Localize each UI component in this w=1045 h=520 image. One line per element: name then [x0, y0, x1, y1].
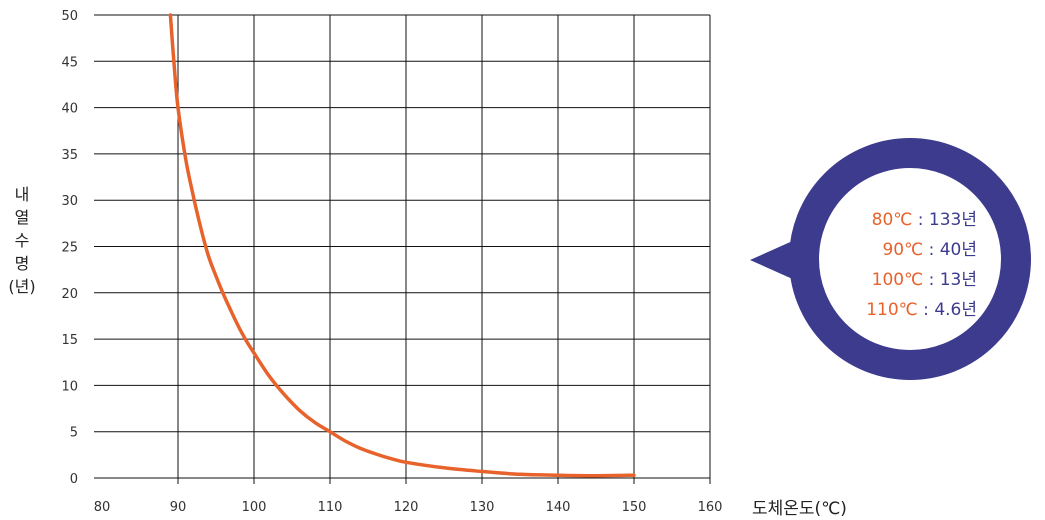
- y-axis-title-line: 내: [15, 185, 30, 204]
- callout-temp: 80℃: [872, 210, 913, 230]
- y-tick-label: 25: [61, 241, 78, 256]
- callout-value: 40년: [940, 240, 977, 260]
- x-tick-label: 150: [622, 500, 647, 515]
- y-tick-label: 10: [61, 379, 78, 394]
- callout-separator: :: [923, 270, 940, 290]
- y-axis-title-line: 명: [15, 254, 30, 273]
- x-tick-label: 90: [170, 500, 187, 515]
- x-tick-label: 100: [242, 500, 267, 515]
- callout-separator: :: [918, 300, 935, 320]
- y-tick-label: 5: [70, 426, 78, 441]
- y-tick-label: 45: [61, 55, 78, 70]
- x-tick-labels: 80 90 100 110 120 130 140 150 160: [94, 500, 723, 515]
- y-axis-title-line: (년): [8, 277, 35, 296]
- y-axis-title-line: 수: [15, 231, 30, 250]
- callout-line: 80℃ : 133년: [872, 210, 977, 230]
- callout-temp: 110℃: [866, 300, 918, 320]
- y-tick-label: 20: [61, 287, 78, 302]
- callout-text: 80℃ : 133년 90℃ : 40년 100℃ : 13년 110℃ : 4.6년: [866, 210, 977, 320]
- callout-temp: 100℃: [872, 270, 924, 290]
- y-tick-label: 15: [61, 333, 78, 348]
- callout-temp: 90℃: [882, 240, 923, 260]
- callout-line: 90℃ : 40년: [882, 240, 977, 260]
- x-tick-label: 80: [94, 500, 111, 515]
- y-axis-title-line: 열: [15, 208, 30, 227]
- y-tick-label: 30: [61, 194, 78, 209]
- callout-value: 4.6년: [934, 300, 977, 320]
- callout-value: 13년: [940, 270, 977, 290]
- x-tick-label: 110: [318, 500, 343, 515]
- x-tick-label: 140: [546, 500, 571, 515]
- x-tick-label: 120: [394, 500, 419, 515]
- y-tick-labels: 0 5 10 15 20 25 30 35 40 45 50: [61, 9, 78, 487]
- callout-ring: [789, 138, 1031, 380]
- y-tick-label: 35: [61, 148, 78, 163]
- callout-line: 110℃ : 4.6년: [866, 300, 977, 320]
- life-curve-line: [168, 13, 636, 478]
- y-tick-label: 0: [70, 472, 78, 487]
- x-tick-label: 130: [470, 500, 495, 515]
- x-tick-label: 160: [698, 500, 723, 515]
- y-tick-label: 50: [61, 9, 78, 24]
- grid: [94, 14, 711, 484]
- callout-bubble: 80℃ : 133년 90℃ : 40년 100℃ : 13년 110℃ : 4.6년: [750, 138, 1031, 380]
- callout-separator: :: [912, 210, 929, 230]
- y-tick-label: 40: [61, 102, 78, 117]
- callout-value: 133년: [929, 210, 977, 230]
- callout-separator: :: [923, 240, 940, 260]
- x-axis-title: 도체온도(℃): [752, 499, 847, 519]
- callout-line: 100℃ : 13년: [872, 270, 977, 290]
